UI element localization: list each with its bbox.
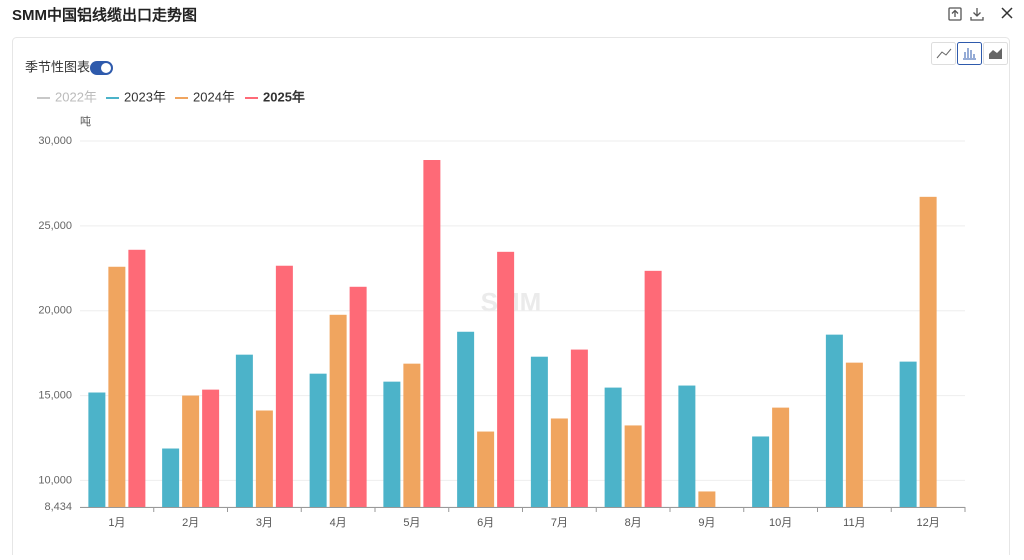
legend-item[interactable]: 2024年 (175, 89, 235, 104)
bar (570, 349, 588, 507)
bar (624, 425, 642, 507)
chart-title: SMM中国铝线缆出口走势图 (12, 6, 197, 24)
bar (329, 314, 347, 507)
bar (383, 381, 401, 507)
bar (899, 361, 917, 507)
x-tick-label: 1月 (108, 517, 125, 529)
bar (128, 249, 146, 507)
chart-type-buttons (931, 42, 1008, 65)
bar (309, 373, 327, 507)
bar (604, 387, 622, 507)
bar (772, 407, 790, 507)
bar (678, 385, 696, 507)
y-tick-label: 15,000 (38, 389, 72, 401)
seasonal-toggle[interactable] (90, 61, 113, 75)
bar (698, 491, 716, 507)
y-tick-label: 30,000 (38, 135, 72, 147)
bar (919, 196, 937, 507)
x-tick-label: 9月 (698, 517, 715, 529)
download-icon[interactable] (970, 8, 984, 21)
y-tick-label: 10,000 (38, 474, 72, 486)
unit-label: 吨 (80, 115, 91, 128)
legend-label: 2025年 (263, 89, 305, 104)
x-tick-label: 10月 (769, 517, 792, 529)
bar (423, 160, 441, 507)
legend-label: 2023年 (124, 89, 166, 104)
bar (349, 286, 367, 507)
bar (477, 431, 495, 507)
area-icon (989, 48, 1002, 59)
bar (457, 331, 475, 507)
legend-label: 2024年 (193, 89, 235, 104)
bar (530, 356, 548, 507)
toggle-label: 季节性图表 (25, 59, 90, 74)
legend-item[interactable]: 2022年 (37, 89, 97, 104)
legend-label: 2022年 (55, 89, 97, 104)
x-tick-label: 6月 (477, 517, 494, 529)
bar-icon (963, 48, 976, 60)
bar (182, 395, 200, 507)
bar (752, 436, 770, 507)
bar (403, 363, 421, 507)
x-tick-label: 4月 (330, 517, 347, 529)
bar (255, 410, 273, 507)
bar (497, 251, 515, 507)
x-tick-label: 2月 (182, 517, 199, 529)
bar (275, 265, 293, 507)
close-icon[interactable] (1001, 7, 1013, 19)
bar (825, 334, 843, 507)
line-icon (936, 48, 952, 59)
bar (88, 392, 106, 507)
bar (644, 270, 662, 507)
x-tick-label: 3月 (256, 517, 273, 529)
export-icon[interactable] (948, 7, 962, 21)
bar (108, 266, 126, 507)
bar (202, 389, 220, 507)
bar (550, 418, 568, 507)
y-tick-label: 25,000 (38, 220, 72, 232)
bar (162, 448, 180, 507)
x-tick-label: 8月 (625, 517, 642, 529)
x-tick-label: 12月 (917, 517, 940, 529)
legend-item[interactable]: 2025年 (245, 89, 305, 104)
x-tick-label: 11月 (843, 517, 865, 529)
x-tick-label: 7月 (551, 517, 568, 529)
x-tick-label: 5月 (403, 517, 420, 529)
bar-chart-button[interactable] (957, 42, 982, 65)
y-tick-label: 8,434 (44, 501, 72, 513)
y-tick-label: 20,000 (38, 305, 72, 317)
legend-item[interactable]: 2023年 (106, 89, 166, 104)
bar (235, 354, 253, 507)
bar (845, 362, 863, 507)
toggle-knob (101, 63, 111, 73)
